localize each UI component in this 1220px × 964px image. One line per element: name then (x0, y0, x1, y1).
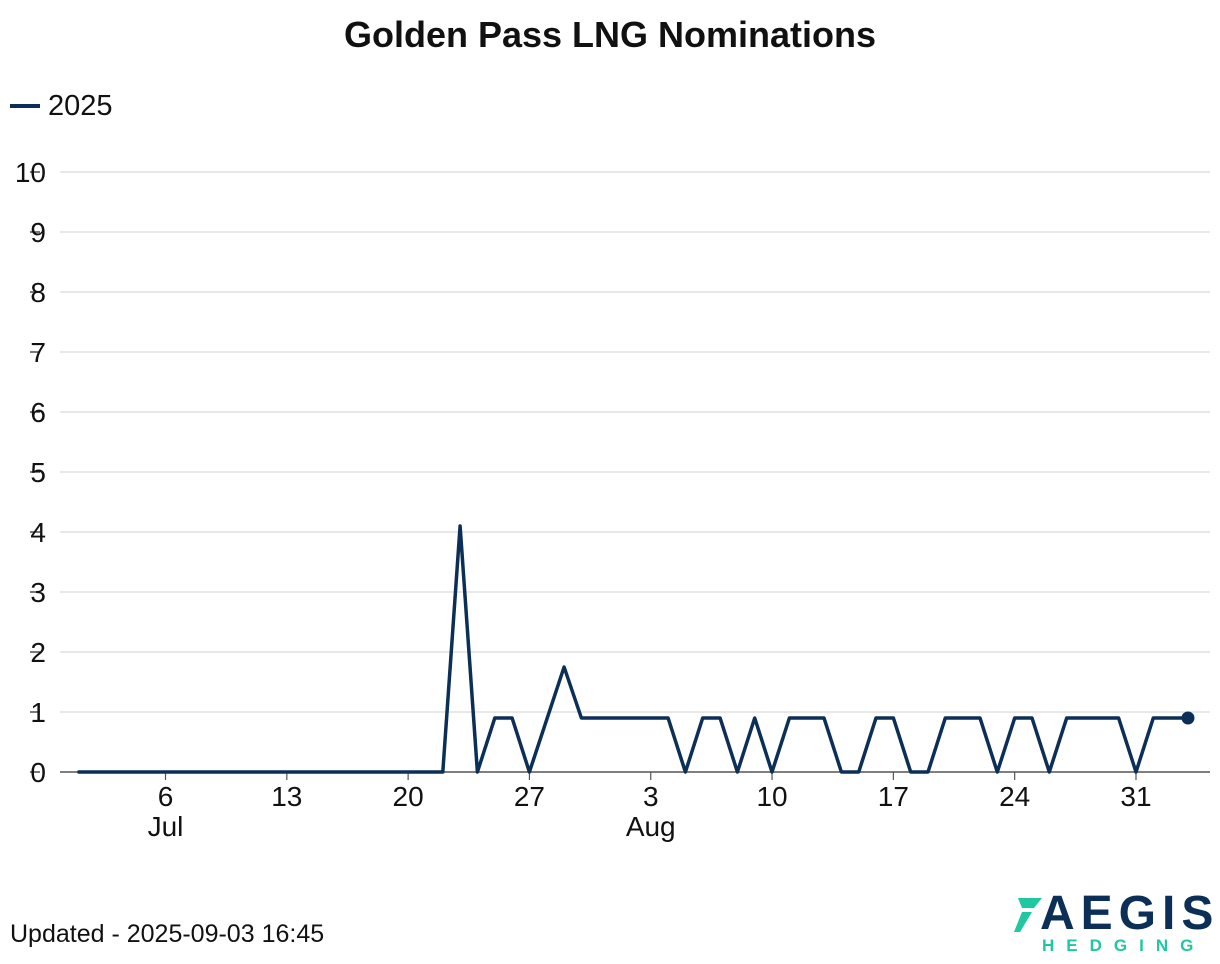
x-tick-month-label: Aug (626, 811, 676, 842)
x-tick-label: 6 (158, 781, 174, 812)
y-tick-label: 6 (30, 397, 46, 428)
legend-label: 2025 (48, 89, 113, 122)
logo-wordmark: AEGIS (1040, 887, 1220, 940)
legend-swatch (10, 104, 40, 108)
x-tick-label: 13 (271, 781, 302, 812)
y-tick-label: 1 (30, 697, 46, 728)
series-line-2025 (77, 524, 1190, 774)
y-tick-label: 8 (30, 277, 46, 308)
updated-timestamp: Updated - 2025-09-03 16:45 (10, 920, 325, 948)
x-tick-label: 20 (393, 781, 424, 812)
x-tick-label: 17 (878, 781, 909, 812)
x-tick-label: 31 (1120, 781, 1151, 812)
y-tick-label: 2 (30, 637, 46, 668)
chart-title: Golden Pass LNG Nominations (343, 14, 877, 55)
logo-subtitle: HEDGING (1042, 936, 1206, 955)
y-tick-label: 5 (30, 457, 46, 488)
x-tick-month-label: Jul (148, 811, 184, 842)
logo-mark-icon (1014, 898, 1042, 932)
y-tick-label: 7 (30, 337, 46, 368)
y-tick-label: 9 (30, 217, 46, 248)
x-tick-label: 3 (643, 781, 659, 812)
aegis-hedging-logo: AEGIS HEDGING (1010, 888, 1215, 958)
x-tick-label: 27 (514, 781, 545, 812)
y-tick-label: 4 (30, 517, 46, 548)
x-tick-label: 24 (999, 781, 1030, 812)
y-tick-label: 0 (30, 757, 46, 788)
y-tick-label: 3 (30, 577, 46, 608)
series-last-point-marker (1181, 711, 1195, 725)
legend[interactable]: 2025 (10, 88, 113, 124)
y-tick-label: 10 (15, 157, 46, 188)
x-tick-label: 10 (756, 781, 787, 812)
